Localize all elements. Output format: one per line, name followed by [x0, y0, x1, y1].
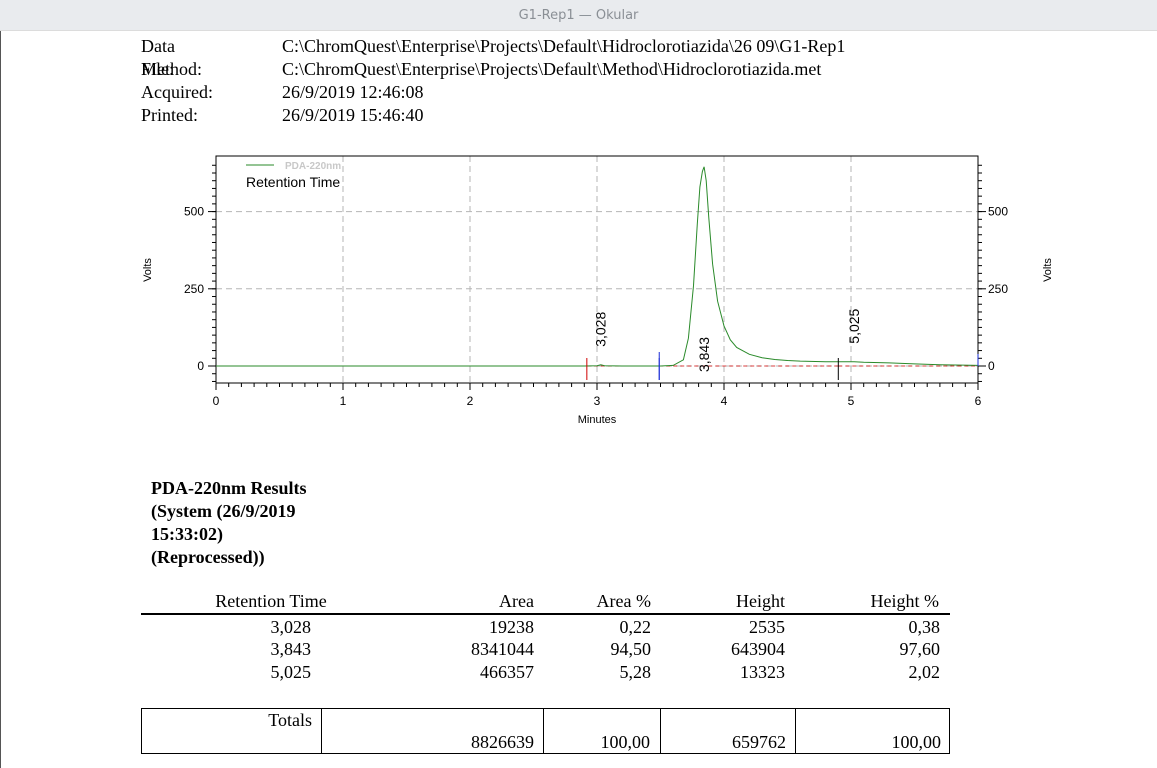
table-header-row: Retention Time Area Area % Height Height… — [141, 591, 950, 615]
peak-label: 3,028 — [593, 312, 609, 347]
y-axis-title-right: Volts — [1042, 258, 1054, 282]
totals-height-pct-cell: 100,00 — [795, 709, 949, 753]
window-title: G1-Rep1 — Okular — [518, 7, 639, 23]
cell-area-pct: 0,22 — [619, 617, 652, 637]
x-tick-label: 4 — [721, 394, 728, 408]
chromatogram-chart: 0 1 2 3 4 5 6 0 0 250 250 500 500 3,028 3,843 5,025 PDA… — [142, 155, 1054, 426]
cell-height: 13323 — [740, 662, 785, 682]
y-axis-title-left: Volts — [142, 258, 154, 282]
totals-height: 659762 — [732, 732, 786, 752]
x-tick-label: 1 — [340, 394, 347, 408]
totals-row: Totals 8826639 100,00 659762 100,00 — [141, 708, 950, 754]
table-row: 3,843 8341044 94,50 643904 97,60 — [141, 639, 950, 661]
totals-label: Totals — [268, 710, 312, 730]
acquired-value: 26/9/2019 12:46:08 — [282, 82, 424, 102]
cell-area-pct: 5,28 — [619, 662, 652, 682]
report-header: Data File: C:\ChromQuest\Enterprise\Proj… — [141, 35, 1041, 127]
cell-area: 19238 — [489, 617, 534, 637]
data-file-label: Data File: — [141, 36, 175, 79]
y-tick-label-left: 250 — [184, 282, 204, 296]
page-edge — [0, 31, 1, 768]
totals-area-cell: 8826639 — [321, 709, 544, 753]
chart-grid — [216, 156, 978, 383]
totals-height-cell: 659762 — [660, 709, 796, 753]
cell-height-pct: 97,60 — [899, 639, 941, 659]
cell-height: 2535 — [749, 617, 785, 637]
series-line-pda-220nm — [216, 166, 979, 367]
col-height: Height — [736, 591, 785, 611]
cell-area: 8341044 — [471, 639, 534, 659]
legend-sublabel: Retention Time — [246, 174, 340, 190]
y-tick-label-left: 0 — [197, 359, 204, 373]
col-height-pct: Height % — [870, 591, 939, 611]
legend-series-name: PDA-220nm — [285, 161, 341, 172]
totals-height-pct: 100,00 — [891, 732, 942, 752]
totals-label-cell: Totals — [142, 709, 322, 753]
totals-area: 8826639 — [471, 732, 534, 752]
results-title: PDA-220nm Results (System (26/9/2019 15:… — [151, 478, 307, 567]
table-row: 3,028 19238 0,22 2535 0,38 — [141, 617, 950, 639]
legend: PDA-220nm Retention Time — [246, 161, 341, 190]
cell-height: 643904 — [731, 639, 785, 659]
printed-label: Printed: — [141, 105, 198, 125]
y-tick-label-right: 250 — [988, 282, 1008, 296]
cell-retention-time: 3,028 — [270, 617, 312, 637]
col-retention-time: Retention Time — [215, 591, 327, 611]
cell-retention-time: 5,025 — [270, 662, 312, 682]
peak-markers — [586, 352, 979, 381]
data-file-value: C:\ChromQuest\Enterprise\Projects\Defaul… — [282, 36, 846, 56]
y-tick-label-left: 500 — [184, 205, 204, 219]
x-tick-label: 0 — [213, 394, 220, 408]
x-tick-label: 2 — [467, 394, 474, 408]
x-tick-label: 3 — [594, 394, 601, 408]
y-tick-label-right: 500 — [988, 205, 1008, 219]
peak-label: 3,843 — [696, 337, 712, 372]
totals-area-pct: 100,00 — [600, 732, 651, 752]
axis-ticks — [208, 164, 986, 390]
window-titlebar: G1-Rep1 — Okular — [0, 0, 1157, 31]
axis-labels: 0 1 2 3 4 5 6 0 0 250 250 500 500 3,028 3,843 5,025 — [184, 205, 1008, 408]
cell-retention-time: 3,843 — [270, 639, 312, 659]
method-value: C:\ChromQuest\Enterprise\Projects\Defaul… — [282, 59, 822, 79]
col-area: Area — [499, 591, 534, 611]
totals-area-pct-cell: 100,00 — [543, 709, 661, 753]
cell-area: 466357 — [480, 662, 534, 682]
acquired-label: Acquired: — [141, 82, 213, 102]
y-tick-label-right: 0 — [988, 359, 995, 373]
table-row: 5,025 466357 5,28 13323 2,02 — [141, 662, 950, 684]
method-label: Method: — [141, 59, 202, 79]
cell-height-pct: 0,38 — [908, 617, 941, 637]
cell-height-pct: 2,02 — [908, 662, 941, 682]
x-tick-label: 6 — [975, 394, 982, 408]
x-tick-label: 5 — [848, 394, 855, 408]
x-axis-title: Minutes — [578, 414, 617, 426]
cell-area-pct: 94,50 — [610, 639, 652, 659]
peak-label: 5,025 — [846, 308, 862, 343]
results-table: Retention Time Area Area % Height Height… — [141, 591, 950, 691]
printed-value: 26/9/2019 15:46:40 — [282, 105, 424, 125]
col-area-pct: Area % — [596, 591, 651, 611]
